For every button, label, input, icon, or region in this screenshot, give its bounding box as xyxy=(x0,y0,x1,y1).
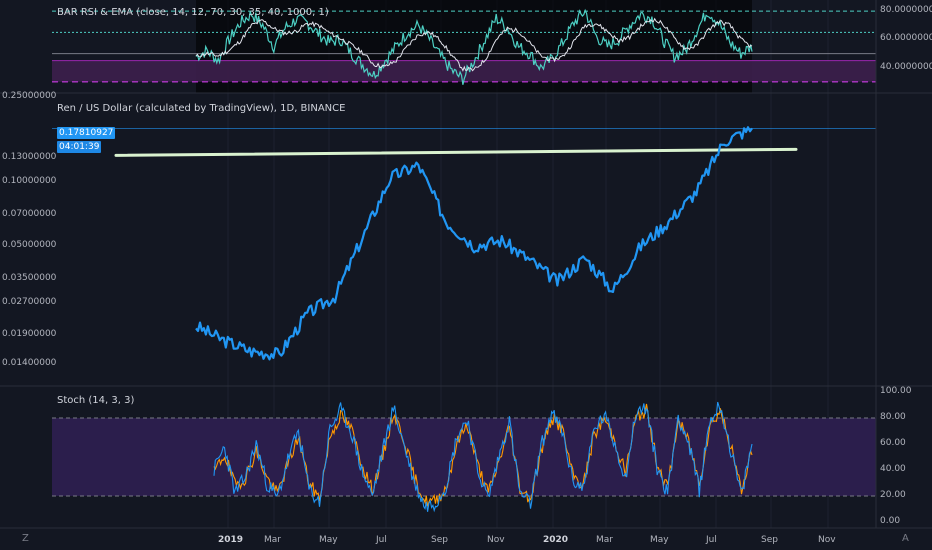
price-y-tick-label: 0.13000000 xyxy=(2,151,57,162)
stoch-indicator-title[interactable]: Stoch (14, 3, 3) xyxy=(57,395,135,406)
panel-dividers[interactable] xyxy=(0,0,932,529)
x-tick-label: Mar xyxy=(596,535,613,545)
stoch-y-tick-label: 0.00 xyxy=(880,516,901,526)
x-tick-label: Nov xyxy=(487,535,505,545)
x-tick-label: 2020 xyxy=(543,535,569,545)
price-y-tick-label: 0.05000000 xyxy=(2,239,57,250)
rsi-panel[interactable] xyxy=(52,0,876,93)
price-y-tick-label: 0.01900000 xyxy=(2,329,57,340)
price-y-tick-label: 0.01400000 xyxy=(2,357,57,368)
price-y-tick-label: 0.10000000 xyxy=(2,175,57,186)
price-panel[interactable] xyxy=(52,126,876,361)
x-tick-label: Sep xyxy=(431,535,448,545)
stoch-y-tick-label: 40.00 xyxy=(880,464,906,474)
x-tick-label: Nov xyxy=(818,535,836,545)
stoch-k-line xyxy=(213,401,753,513)
rsi-series-line xyxy=(195,8,753,85)
price-y-tick-label: 0.03500000 xyxy=(2,272,57,283)
auto-scale-button[interactable]: A xyxy=(902,533,909,544)
x-tick-label: May xyxy=(650,535,669,545)
rsi-ema-line xyxy=(195,17,753,72)
stoch-band xyxy=(52,418,876,496)
stoch-y-tick-label: 100.00 xyxy=(880,386,912,396)
stoch-y-tick-label: 60.00 xyxy=(880,438,906,448)
zoom-reset-button[interactable]: Z xyxy=(22,533,29,544)
x-tick-label: Jul xyxy=(706,535,717,545)
stoch-y-tick-label: 20.00 xyxy=(880,490,906,500)
x-tick-label: May xyxy=(319,535,338,545)
price-y-tick-label: 0.07000000 xyxy=(2,208,57,219)
price-series-line xyxy=(195,126,753,361)
x-tick-label: Jul xyxy=(376,535,387,545)
x-tick-label: Sep xyxy=(761,535,778,545)
price-y-tick-label: 0.25000000 xyxy=(2,91,57,101)
price-y-tick-label: 0.02700000 xyxy=(2,296,57,307)
x-tick-label: 2019 xyxy=(218,535,244,545)
x-tick-label: Mar xyxy=(264,535,281,545)
rsi-indicator-title[interactable]: BAR RSI & EMA (close, 14, 12, 70, 30, 35… xyxy=(57,7,329,18)
stoch-panel[interactable] xyxy=(52,401,876,513)
stoch-y-tick-label: 80.00 xyxy=(880,412,906,422)
countdown-tag: 04:01:39 xyxy=(57,141,102,153)
resistance-trendline xyxy=(114,147,798,157)
last-price-tag: 0.17810927 xyxy=(57,127,116,139)
symbol-title[interactable]: Ren / US Dollar (calculated by TradingVi… xyxy=(57,103,346,114)
rsi-oversold-band xyxy=(52,60,876,82)
